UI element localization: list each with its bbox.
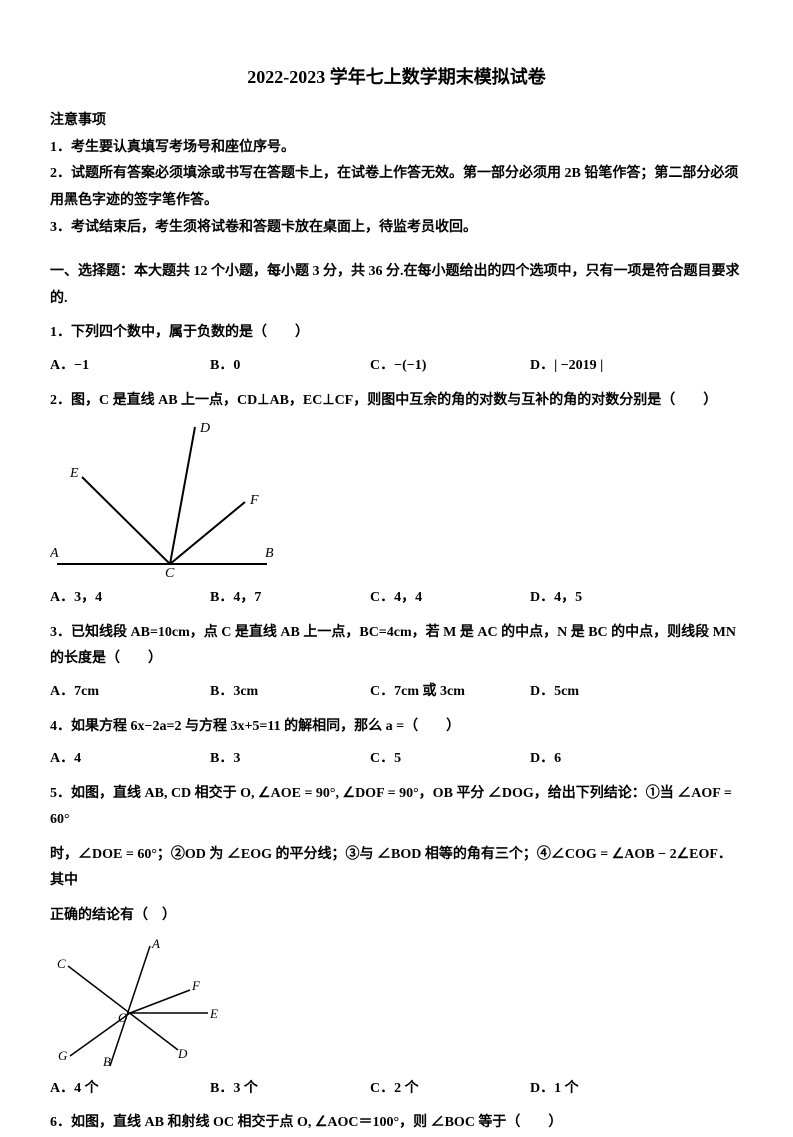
svg-text:C: C <box>165 566 175 577</box>
svg-text:E: E <box>69 466 79 481</box>
question-1: 1．下列四个数中，属于负数的是（ ） <box>50 320 743 347</box>
question-5-line3: 正确的结论有（ ） <box>50 903 743 930</box>
notice-heading: 注意事项 <box>50 108 743 135</box>
q1-option-a: A．−1 <box>50 353 210 380</box>
question-2-options: A．3，4 B．4，7 C．4，4 D．4，5 <box>50 585 743 612</box>
svg-text:D: D <box>199 422 210 436</box>
svg-text:F: F <box>191 978 201 993</box>
svg-text:A: A <box>50 546 59 561</box>
q5-option-a: A．4 个 <box>50 1076 210 1103</box>
q4-option-b: B．3 <box>210 746 370 773</box>
q5-option-d: D．1 个 <box>530 1076 690 1103</box>
svg-text:E: E <box>209 1006 218 1021</box>
question-4-options: A．4 B．3 C．5 D．6 <box>50 746 743 773</box>
q3-option-d: D．5cm <box>530 679 690 706</box>
question-2: 2．图，C 是直线 AB 上一点，CD⊥AB，EC⊥CF，则图中互余的角的对数与… <box>50 388 743 415</box>
q3-option-c: C．7cm 或 3cm <box>370 679 530 706</box>
q2-diagram: A B C D E F <box>50 422 743 577</box>
instruction-3: 3．考试结束后，考生须将试卷和答题卡放在桌面上，待监考员收回。 <box>50 215 743 242</box>
svg-text:O: O <box>118 1010 128 1025</box>
question-3: 3．已知线段 AB=10cm，点 C 是直线 AB 上一点，BC=4cm，若 M… <box>50 620 743 673</box>
q5-diagram: O A B C D EF G <box>50 938 743 1068</box>
instruction-2: 2．试题所有答案必须填涂或书写在答题卡上，在试卷上作答无效。第一部分必须用 2B… <box>50 161 743 214</box>
svg-text:C: C <box>57 956 66 971</box>
exam-title: 2022-2023 学年七上数学期末模拟试卷 <box>50 60 743 94</box>
q5-option-b: B．3 个 <box>210 1076 370 1103</box>
q4-option-d: D．6 <box>530 746 690 773</box>
svg-text:B: B <box>265 546 274 561</box>
question-5-options: A．4 个 B．3 个 C．2 个 D．1 个 <box>50 1076 743 1103</box>
question-5-line1: 5．如图，直线 AB, CD 相交于 O, ∠AOE = 90°, ∠DOF =… <box>50 781 743 834</box>
q5-option-c: C．2 个 <box>370 1076 530 1103</box>
q2-option-d: D．4，5 <box>530 585 690 612</box>
q1-option-b: B．0 <box>210 353 370 380</box>
svg-text:D: D <box>177 1046 188 1061</box>
question-4: 4．如果方程 6x−2a=2 与方程 3x+5=11 的解相同，那么 a =（ … <box>50 714 743 741</box>
svg-text:G: G <box>58 1048 68 1063</box>
section-1-title: 一、选择题：本大题共 12 个小题，每小题 3 分，共 36 分.在每小题给出的… <box>50 259 743 312</box>
svg-text:A: A <box>151 938 160 951</box>
question-1-options: A．−1 B．0 C．−(−1) D．| −2019 | <box>50 353 743 380</box>
q3-option-a: A．7cm <box>50 679 210 706</box>
q2-option-c: C．4，4 <box>370 585 530 612</box>
question-6: 6．如图，直线 AB 和射线 OC 相交于点 O, ∠AOC＝100°，则 ∠B… <box>50 1110 743 1137</box>
q4-option-a: A．4 <box>50 746 210 773</box>
question-3-options: A．7cm B．3cm C．7cm 或 3cm D．5cm <box>50 679 743 706</box>
q2-option-b: B．4，7 <box>210 585 370 612</box>
q1-option-d: D．| −2019 | <box>530 353 690 380</box>
instruction-1: 1．考生要认真填写考场号和座位序号。 <box>50 135 743 162</box>
question-5-line2: 时，∠DOE = 60°；②OD 为 ∠EOG 的平分线；③与 ∠BOD 相等的… <box>50 842 743 895</box>
q2-option-a: A．3，4 <box>50 585 210 612</box>
q1-option-c: C．−(−1) <box>370 353 530 380</box>
svg-text:B: B <box>103 1054 111 1068</box>
q4-option-c: C．5 <box>370 746 530 773</box>
svg-text:F: F <box>249 493 259 508</box>
q3-option-b: B．3cm <box>210 679 370 706</box>
